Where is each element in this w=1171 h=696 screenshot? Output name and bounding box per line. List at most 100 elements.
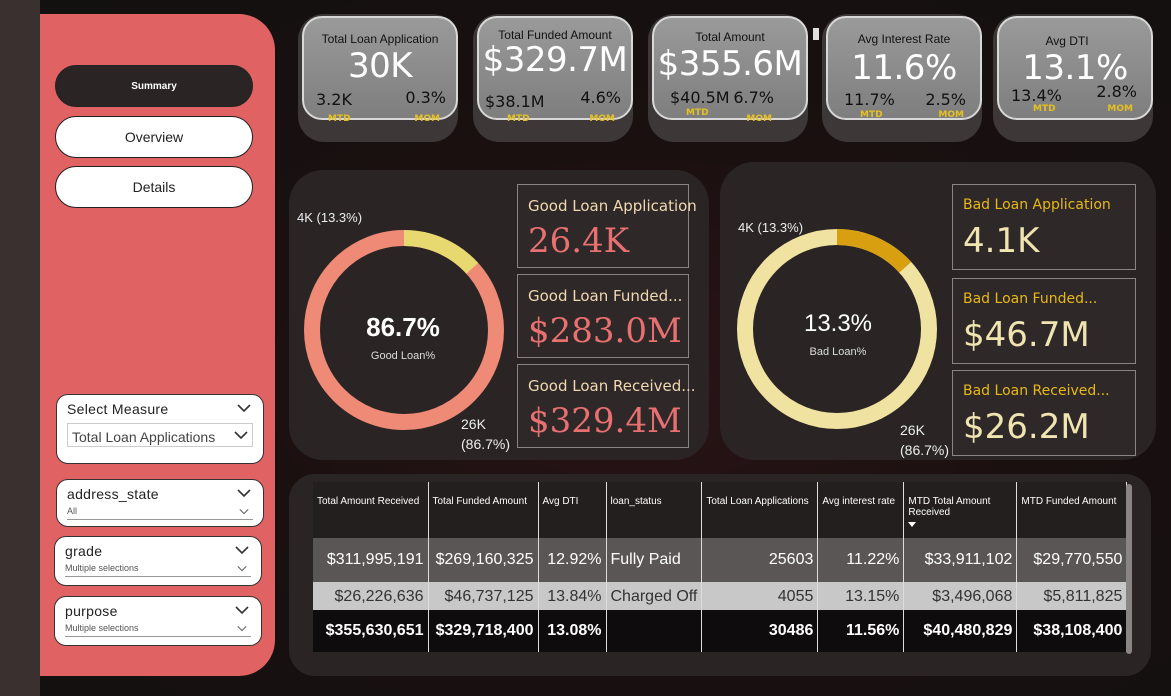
bad-loan-donut	[737, 229, 937, 429]
kpi-mtd-label: MTD	[860, 110, 883, 120]
good-loan-ring-minor	[304, 230, 504, 430]
card-value: $26.2M	[963, 407, 1090, 447]
chevron-down-icon[interactable]	[237, 625, 247, 632]
purpose-slicer[interactable]: purpose Multiple selections	[54, 596, 262, 646]
grade-slicer[interactable]: grade Multiple selections	[54, 536, 262, 586]
kpi-mtd-label: MTD	[686, 108, 709, 118]
address-state-slicer[interactable]: address_state All	[56, 479, 264, 527]
kpi-value: 11.6%	[851, 48, 957, 88]
table-cell: $3,496,068	[903, 582, 1018, 610]
nav-details-button[interactable]: Details	[55, 166, 253, 208]
marker	[813, 28, 819, 40]
card-value: 4.1K	[963, 221, 1040, 261]
column-header-sorted[interactable]: MTD Total Amount Received	[903, 482, 1018, 538]
sidebar: Summary Overview Details Select Measure …	[40, 14, 275, 676]
kpi-title: Total Loan Application	[321, 32, 439, 46]
table-cell: $26,226,636	[313, 582, 429, 610]
measure-slicer[interactable]: Select Measure Total Loan Applications	[56, 394, 264, 464]
card-title: Bad Loan Received...	[963, 383, 1110, 399]
table-total-row: $355,630,651 $329,718,400 13.08% 30486 1…	[313, 610, 1128, 652]
purpose-value: Multiple selections	[65, 623, 139, 633]
good-donut-big-label-pct: (86.7%)	[461, 436, 511, 452]
column-header[interactable]: loan_status	[606, 482, 703, 538]
kpi-value: $329.7M	[482, 40, 628, 80]
purpose-dropdown[interactable]: Multiple selections	[65, 623, 251, 637]
kpi-mom-label: MOM	[414, 114, 440, 124]
chevron-down-icon[interactable]	[237, 488, 251, 498]
bad-loan-panel: 4K (13.3%) 13.3% Bad Loan% 26K (86.7%) B…	[720, 162, 1156, 460]
kpi-mom-value: 6.7%	[733, 88, 774, 107]
loan-status-table-panel: Total Amount Received Total Funded Amoun…	[289, 474, 1151, 676]
table-scrollbar[interactable]	[1126, 484, 1132, 654]
chevron-down-icon[interactable]	[235, 605, 249, 615]
kpi-avg-dti: Avg DTI 13.1% 13.4% 2.8% MTD MOM	[993, 14, 1153, 142]
table-cell: 4055	[701, 582, 819, 610]
table-cell: 13.84%	[538, 582, 607, 610]
measure-slicer-title: Select Measure	[67, 401, 169, 417]
table-row[interactable]: $26,226,636 $46,737,125 13.84% Charged O…	[313, 582, 1128, 610]
column-header[interactable]: MTD Funded Amount	[1016, 482, 1128, 538]
bad-loan-received-card: Bad Loan Received... $26.2M	[952, 370, 1136, 456]
chevron-down-icon[interactable]	[234, 430, 248, 440]
kpi-value: 30K	[347, 46, 413, 86]
loan-status-table: Total Amount Received Total Funded Amoun…	[313, 482, 1128, 652]
table-header-row: Total Amount Received Total Funded Amoun…	[313, 482, 1128, 538]
chevron-down-icon[interactable]	[239, 508, 249, 515]
column-header[interactable]: Avg DTI	[538, 482, 607, 538]
address-state-dropdown[interactable]: All	[67, 506, 253, 520]
kpi-title: Avg DTI	[1045, 34, 1089, 48]
table-cell: 25603	[701, 538, 819, 582]
bad-loan-funded-card: Bad Loan Funded... $46.7M	[952, 278, 1136, 364]
table-cell: $311,995,191	[313, 538, 429, 582]
left-edge	[0, 0, 40, 696]
card-value: $283.0M	[528, 311, 682, 351]
measure-dropdown-value: Total Loan Applications	[72, 429, 216, 445]
table-cell: $33,911,102	[903, 538, 1018, 582]
measure-dropdown[interactable]: Total Loan Applications	[67, 423, 253, 447]
kpi-mom-value: 2.5%	[925, 90, 966, 109]
kpi-mtd-value: $40.5M	[670, 88, 730, 107]
card-title: Bad Loan Application	[963, 197, 1111, 213]
total-cell: $355,630,651	[313, 610, 429, 652]
kpi-mom-value: 0.3%	[405, 88, 446, 107]
total-cell	[606, 610, 703, 652]
column-header[interactable]: Avg interest rate	[817, 482, 905, 538]
kpi-mtd-value: 3.2K	[316, 90, 352, 109]
kpi-mom-value: 2.8%	[1096, 82, 1137, 101]
kpi-mom-value: 4.6%	[580, 88, 621, 107]
chevron-down-icon[interactable]	[237, 403, 251, 413]
grade-dropdown[interactable]: Multiple selections	[65, 563, 251, 577]
total-cell: $40,480,829	[903, 610, 1018, 652]
column-header[interactable]: Total Amount Received	[313, 482, 429, 538]
good-loan-donut	[304, 230, 504, 430]
kpi-mom-label: MOM	[589, 114, 615, 124]
sort-desc-icon[interactable]	[908, 519, 1012, 530]
nav-summary-button[interactable]: Summary	[55, 65, 253, 107]
table-cell: Charged Off	[606, 582, 703, 610]
card-value: 26.4K	[528, 221, 630, 261]
grade-title: grade	[65, 543, 103, 559]
card-value: $46.7M	[963, 315, 1090, 355]
kpi-mom-label: MOM	[938, 110, 964, 120]
bad-donut-big-label-pct: (86.7%)	[900, 442, 950, 458]
chevron-down-icon[interactable]	[237, 565, 247, 572]
address-state-value: All	[67, 506, 78, 516]
address-state-title: address_state	[67, 486, 159, 502]
good-loan-received-card: Good Loan Received... $329.4M	[517, 364, 696, 448]
kpi-avg-interest-rate: Avg Interest Rate 11.6% 11.7% 2.5% MTD M…	[822, 14, 982, 142]
card-title: Good Loan Application	[528, 197, 697, 215]
good-loan-funded-card: Good Loan Funded... $283.0M	[517, 274, 689, 358]
good-donut-caption: Good Loan%	[370, 350, 436, 362]
column-header-label: MTD Total Amount Received	[908, 496, 991, 518]
good-donut-pct: 86.7%	[366, 312, 440, 342]
chevron-down-icon[interactable]	[235, 545, 249, 555]
kpi-mtd-value: 13.4%	[1011, 86, 1062, 105]
column-header[interactable]: Total Funded Amount	[428, 482, 539, 538]
column-header[interactable]: Total Loan Applications	[701, 482, 819, 538]
nav-overview-button[interactable]: Overview	[55, 116, 253, 158]
bad-donut-big-label: 26K	[900, 422, 925, 438]
kpi-total-loan-application: Total Loan Application 30K 3.2K 0.3% MTD…	[298, 14, 458, 142]
table-row[interactable]: $311,995,191 $269,160,325 12.92% Fully P…	[313, 538, 1128, 582]
kpi-title: Total Funded Amount	[498, 28, 612, 42]
table-cell: Fully Paid	[606, 538, 703, 582]
